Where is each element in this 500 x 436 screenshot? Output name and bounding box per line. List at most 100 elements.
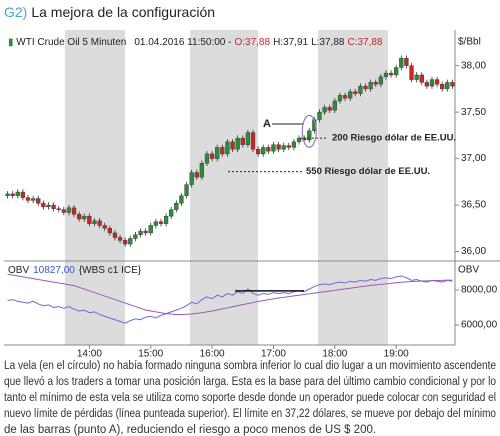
price-axis-title: $/Bbl: [458, 37, 481, 48]
y-tick-label: 37,50: [461, 107, 486, 118]
x-tick-label: 15:00: [138, 349, 163, 360]
y-tick-label: 8000,00: [461, 285, 498, 296]
candle-body: [36, 198, 41, 204]
price-legend: ▮ WTI Crude Oil 5 Minuten 01.04.2016 11:5…: [8, 37, 383, 48]
x-tick-label: 14:00: [77, 349, 102, 360]
time-band: [318, 30, 388, 345]
caption-line: que llevó a los traders a tomar una posi…: [4, 376, 496, 388]
candle-body: [276, 144, 281, 150]
candle-body: [332, 100, 337, 111]
candle-body: [363, 85, 368, 90]
candle-body: [107, 228, 112, 234]
candle-body: [271, 144, 276, 152]
candle-body: [404, 58, 409, 66]
candle-body: [25, 197, 31, 201]
candle-body: [394, 67, 399, 76]
candle-body: [179, 195, 184, 204]
highlight-circle: [301, 114, 317, 148]
candle-body: [281, 145, 286, 150]
quote-high: H:37,91: [273, 37, 308, 48]
candle-body: [209, 153, 215, 159]
section-label: G2): [4, 4, 27, 20]
stop-label: 550 Riesgo dólar de EE.UU.: [306, 166, 430, 177]
candle-body: [322, 107, 327, 113]
y-tick-label: 38,00: [461, 60, 486, 71]
candle-body: [373, 82, 378, 85]
time-band: [190, 30, 258, 345]
candle-body: [87, 215, 92, 224]
candle-body: [174, 202, 179, 210]
candle-body: [66, 207, 72, 213]
candle-body: [184, 184, 189, 196]
candle-body: [225, 141, 230, 155]
indicator: OBV: [8, 265, 29, 276]
candle-body: [388, 72, 394, 76]
candle-body: [71, 207, 77, 215]
candle-body: [424, 82, 430, 87]
obv-last-value: 10827,00: [33, 265, 75, 276]
time-band: [65, 30, 125, 345]
candle-body: [317, 111, 322, 120]
candle-body: [143, 230, 148, 234]
figure-title: G2) La mejora de la configuración: [4, 4, 215, 20]
candle-body: [307, 130, 312, 141]
point-label: A: [263, 118, 271, 130]
candle-body: [434, 79, 440, 85]
caption-line: La vela (en el círculo) no había formado…: [4, 360, 496, 372]
candle-body: [153, 221, 158, 226]
candle-body: [199, 163, 205, 178]
candle-body: [128, 238, 133, 245]
candle-body: [266, 147, 271, 152]
caption-line: tanto el mínimo de esta vela se utiliza …: [4, 392, 496, 404]
candle-body: [138, 230, 143, 235]
candle-body: [5, 193, 10, 196]
indicator-line: [7, 275, 453, 324]
y-tick-label: 6000,00: [461, 320, 498, 331]
candle-body: [204, 153, 210, 164]
candle-body: [15, 191, 20, 196]
title: La mejora de la configuración: [31, 4, 215, 20]
candle-body: [112, 232, 118, 238]
candle-body: [41, 202, 46, 208]
candle-body: [353, 91, 358, 94]
candle-body: [450, 82, 455, 87]
candle-body: [261, 147, 266, 155]
candle-body: [169, 209, 174, 217]
candle-body: [368, 82, 373, 90]
candle-body: [327, 107, 332, 111]
candle-body: [419, 74, 424, 83]
candle-body: [82, 215, 87, 220]
instrument: WTI Crude Oil 5 Minuten: [16, 37, 126, 48]
indicator-line: [7, 273, 453, 315]
quote-open: O:37,88: [234, 37, 270, 48]
x-tick-label: 17:00: [261, 349, 286, 360]
caption-line: nuevo límite de pérdidas (línea punteada…: [4, 408, 496, 420]
candle-body: [215, 147, 220, 159]
obv-legend: OBV 10827,00 {WBS c1 ICE}: [8, 265, 142, 276]
candle-body: [414, 74, 419, 80]
candle-body: [30, 198, 36, 201]
x-tick-label: 18:00: [322, 349, 347, 360]
candle-body: [51, 204, 56, 209]
candle-body: [77, 214, 82, 220]
candle-body: [220, 147, 225, 155]
candle-body: [92, 220, 97, 224]
caption-line: de las barras (punto A), reduciendo el r…: [4, 424, 376, 436]
y-tick-label: 36,00: [461, 246, 486, 257]
candle-body: [383, 72, 389, 78]
candle-body: [245, 132, 251, 145]
candle-body: [429, 79, 435, 87]
candle-body: [158, 221, 164, 224]
obv-axis-title: OBV: [458, 265, 479, 276]
candle-body: [337, 95, 343, 102]
candle-body: [163, 215, 169, 224]
y-tick-label: 36,50: [461, 200, 486, 211]
candle-body: [189, 172, 194, 185]
quote-low: L:37,88: [311, 37, 345, 48]
candle-body: [409, 65, 414, 80]
candle-body: [194, 172, 199, 178]
candle-body: [348, 91, 353, 99]
candle-body: [230, 141, 235, 150]
